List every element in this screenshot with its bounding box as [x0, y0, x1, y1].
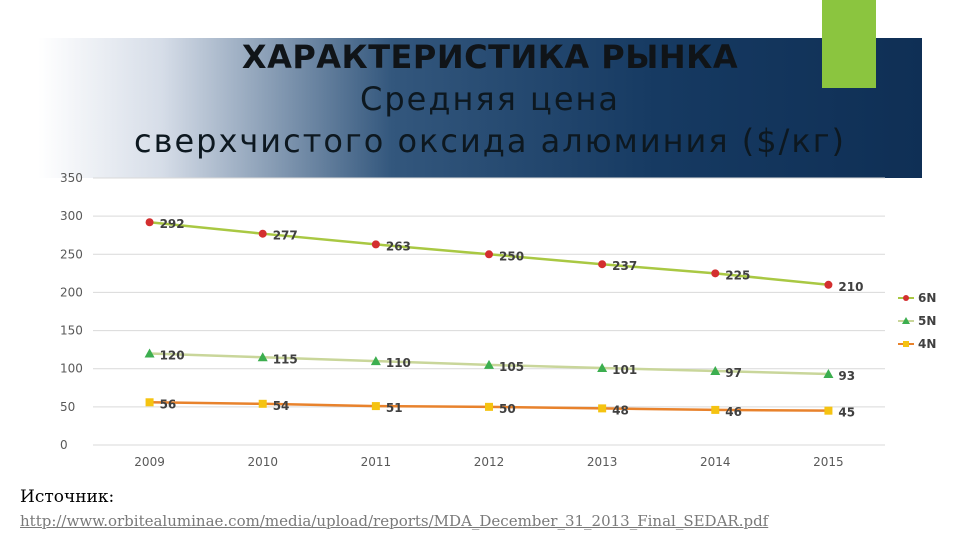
data-point-6N [371, 240, 380, 249]
data-label-6N: 225 [725, 268, 750, 282]
data-label-6N: 263 [386, 239, 411, 253]
data-point-5N [710, 366, 721, 376]
legend-label-4N: 4N [918, 337, 936, 351]
data-label-5N: 110 [386, 356, 411, 370]
x-tick-label: 2012 [474, 455, 505, 469]
data-point-5N [823, 369, 834, 379]
data-label-6N: 250 [499, 249, 524, 263]
data-point-6N [145, 218, 154, 227]
data-point-5N [597, 362, 608, 372]
data-point-6N [485, 250, 493, 259]
x-tick-label: 2015 [813, 455, 844, 469]
legend-label-5N: 5N [918, 314, 936, 328]
data-label-6N: 237 [612, 259, 637, 273]
x-tick-label: 2010 [247, 455, 278, 469]
legend-label-6N: 6N [918, 291, 936, 305]
data-point-6N [711, 269, 720, 278]
data-label-5N: 101 [612, 363, 637, 377]
data-label-5N: 115 [273, 352, 298, 366]
y-tick-label: 100 [60, 362, 83, 376]
legend-marker-6N [903, 295, 909, 301]
page-title: ХАРАКТЕРИСТИКА РЫНКА [241, 38, 739, 76]
x-tick-label: 2014 [700, 455, 731, 469]
title-banner [38, 38, 922, 178]
x-tick-label: 2013 [587, 455, 618, 469]
data-point-4N [371, 402, 380, 411]
y-tick-label: 0 [60, 438, 68, 452]
data-point-6N [824, 280, 833, 289]
data-point-4N [485, 402, 493, 411]
data-point-4N [145, 398, 154, 407]
data-point-4N [258, 399, 267, 408]
y-tick-label: 350 [60, 171, 83, 185]
data-point-4N [824, 406, 833, 415]
x-tick-label: 2009 [134, 455, 165, 469]
source-label: Источник: [20, 487, 115, 507]
data-label-4N: 45 [838, 406, 855, 420]
data-label-6N: 277 [273, 229, 298, 243]
legend-marker-5N [902, 317, 910, 324]
data-label-6N: 292 [160, 217, 185, 231]
y-tick-label: 200 [60, 285, 83, 299]
data-point-5N [144, 348, 155, 358]
y-tick-label: 250 [60, 247, 83, 261]
data-label-4N: 54 [273, 399, 290, 413]
y-tick-label: 300 [60, 209, 83, 223]
data-label-5N: 97 [725, 366, 742, 380]
x-tick-label: 2011 [361, 455, 392, 469]
y-tick-label: 150 [60, 324, 83, 338]
accent-bar [822, 0, 876, 88]
legend-marker-4N [903, 341, 909, 347]
data-label-5N: 105 [499, 360, 524, 374]
data-point-5N [484, 359, 494, 369]
data-point-5N [257, 352, 268, 362]
data-point-4N [711, 405, 720, 414]
data-label-5N: 120 [160, 348, 185, 362]
source-link[interactable]: http://www.orbitealuminae.com/media/uplo… [20, 512, 769, 530]
data-label-4N: 48 [612, 403, 629, 417]
data-label-4N: 50 [499, 402, 516, 416]
data-point-5N [370, 356, 381, 366]
chart-subtitle-line2: сверхчистого оксида алюминия ($/кг) [134, 122, 846, 160]
data-label-5N: 93 [838, 369, 855, 383]
chart-subtitle-line1: Средняя цена [359, 80, 621, 118]
data-label-4N: 46 [725, 405, 742, 419]
data-point-4N [598, 404, 607, 413]
data-label-6N: 210 [838, 280, 863, 294]
data-point-6N [598, 260, 607, 269]
data-point-6N [258, 229, 267, 238]
data-label-4N: 56 [160, 397, 177, 411]
data-label-4N: 51 [386, 401, 403, 415]
y-tick-label: 50 [60, 400, 75, 414]
